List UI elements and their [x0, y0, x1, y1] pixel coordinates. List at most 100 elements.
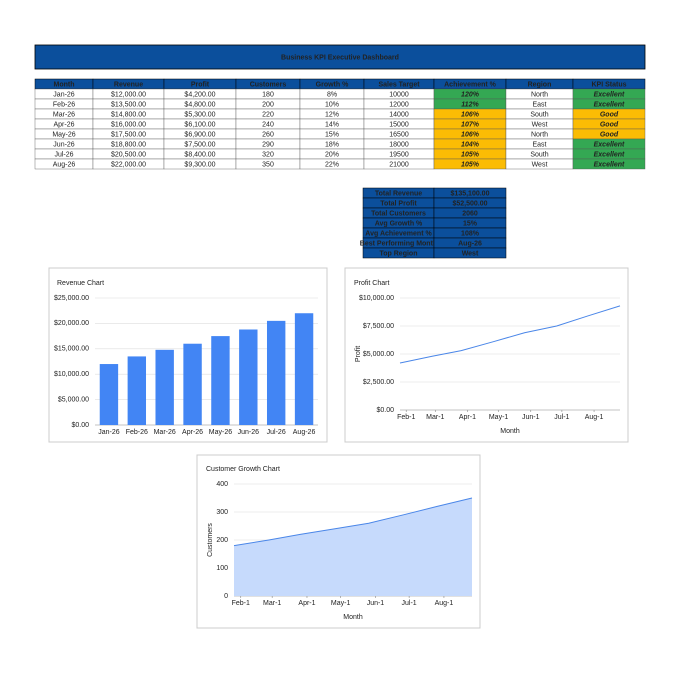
x-axis-label: Month: [343, 614, 363, 621]
x-tick-label: Mar-1: [426, 414, 444, 421]
x-tick-label: Aug-1: [435, 600, 454, 607]
cell-text: Good: [600, 121, 619, 128]
x-tick-label: Feb-1: [232, 600, 250, 607]
cell-text: 16500: [389, 131, 409, 138]
cell-text: 112%: [461, 101, 479, 108]
cell-text: 10%: [325, 101, 339, 108]
bar: [155, 349, 174, 425]
cell-text: 20%: [325, 151, 339, 158]
cell-text: Excellent: [594, 151, 625, 158]
cell-text: Good: [600, 111, 619, 118]
column-header: Growth %: [316, 81, 349, 88]
chart-title: Customer Growth Chart: [206, 466, 280, 473]
y-tick-label: $20,000.00: [54, 320, 89, 327]
cell-text: West: [532, 121, 548, 128]
x-tick-label: May-26: [209, 429, 232, 436]
line: [399, 305, 621, 364]
cell-text: 18000: [389, 141, 409, 148]
x-tick-label: Jul-26: [267, 429, 286, 436]
y-tick-label: $0.00: [376, 407, 394, 414]
cell-text: Excellent: [594, 161, 625, 168]
cell-text: 12%: [325, 111, 339, 118]
cell-text: Excellent: [594, 91, 625, 98]
column-header: Achievement %: [444, 81, 497, 88]
table-cell: [572, 158, 646, 170]
cell-text: $12,000.00: [111, 91, 146, 98]
y-tick-label: 100: [216, 565, 228, 572]
cell-text: $20,500.00: [111, 151, 146, 158]
cell-text: 260: [262, 131, 274, 138]
y-tick-label: $10,000.00: [54, 371, 89, 378]
x-tick-label: Apr-26: [182, 429, 203, 436]
y-axis-label: Customers: [207, 523, 214, 557]
y-tick-label: $5,000.00: [363, 351, 394, 358]
cell-text: Feb-26: [53, 101, 75, 108]
bar: [183, 343, 202, 425]
y-tick-label: $25,000.00: [54, 295, 89, 302]
cell-text: Mar-26: [53, 111, 75, 118]
cell-text: $17,500.00: [111, 131, 146, 138]
x-tick-label: Jan-26: [98, 429, 120, 436]
y-tick-label: 400: [216, 481, 228, 488]
summary-text: Total Revenue: [375, 190, 422, 197]
summary-text: $52,500.00: [452, 200, 487, 207]
cell-text: Jun-26: [53, 141, 75, 148]
cell-text: $4,800.00: [184, 101, 215, 108]
cell-text: 14%: [325, 121, 339, 128]
summary-text: 108%: [461, 230, 480, 237]
column-header: Customers: [250, 81, 287, 88]
cell-text: 106%: [461, 131, 480, 138]
cell-text: $16,000.00: [111, 121, 146, 128]
bar: [211, 336, 230, 425]
x-tick-label: Feb-26: [126, 429, 148, 436]
x-tick-label: Apr-1: [298, 600, 315, 607]
cell-text: 21000: [389, 161, 409, 168]
cell-text: $7,500.00: [184, 141, 215, 148]
cell-text: Jan-26: [53, 91, 75, 98]
cell-text: 120%: [461, 91, 480, 98]
cell-text: South: [530, 151, 548, 158]
cell-text: 19500: [389, 151, 409, 158]
cell-text: 104%: [461, 141, 480, 148]
summary-cell: [433, 247, 507, 259]
column-header: Sales Target: [378, 81, 420, 88]
column-header: KPI Status: [591, 81, 626, 88]
summary-text: 2060: [462, 210, 478, 217]
y-tick-label: 200: [216, 537, 228, 544]
y-tick-label: $10,000.00: [359, 295, 394, 302]
bar: [127, 356, 147, 425]
y-axis-label: Profit: [355, 346, 362, 362]
cell-text: $5,300.00: [184, 111, 215, 118]
cell-text: Apr-26: [53, 121, 74, 128]
y-tick-label: $0.00: [71, 422, 89, 429]
x-tick-label: Mar-1: [263, 600, 281, 607]
cell-text: 320: [262, 151, 274, 158]
cell-text: 180: [262, 91, 274, 98]
cell-text: 22%: [325, 161, 339, 168]
y-tick-label: $15,000.00: [54, 346, 89, 353]
column-header: Profit: [191, 81, 210, 88]
y-tick-label: $5,000.00: [58, 396, 89, 403]
summary-text: $135,100.00: [451, 190, 490, 197]
area: [234, 498, 472, 596]
cell-text: Good: [600, 131, 619, 138]
bar: [239, 329, 258, 425]
x-tick-label: Aug-26: [293, 429, 316, 436]
y-tick-label: $7,500.00: [363, 323, 394, 330]
cell-text: 12000: [389, 101, 409, 108]
cell-text: 240: [262, 121, 274, 128]
cell-text: $9,300.00: [184, 161, 215, 168]
cell-text: South: [530, 111, 548, 118]
summary-text: West: [462, 250, 479, 257]
y-tick-label: 0: [224, 593, 228, 600]
bar: [99, 364, 119, 425]
chart-title: Profit Chart: [354, 280, 389, 287]
cell-text: West: [532, 161, 548, 168]
cell-text: North: [531, 131, 548, 138]
x-tick-label: May-1: [489, 414, 509, 421]
cell-text: Excellent: [594, 141, 625, 148]
cell-text: 107%: [461, 121, 480, 128]
cell-text: Excellent: [594, 101, 625, 108]
cell-text: $4,200.00: [184, 91, 215, 98]
